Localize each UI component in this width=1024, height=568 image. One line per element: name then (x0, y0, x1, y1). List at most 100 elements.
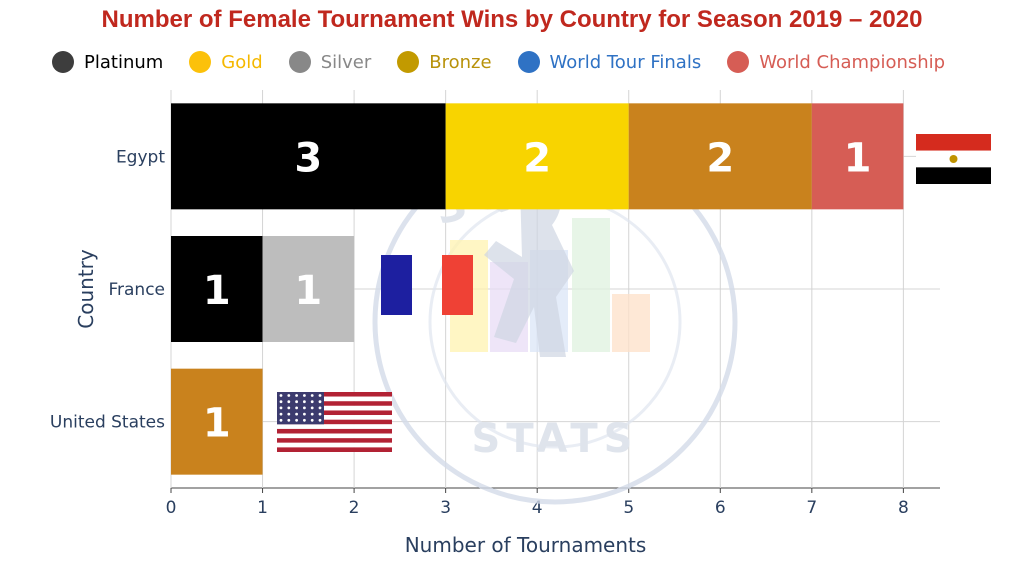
usa-flag-star (318, 406, 322, 410)
usa-flag-star (318, 412, 322, 416)
bar-value-label: 1 (203, 401, 231, 447)
usa-flag-canton (277, 392, 324, 425)
x-tick-label: 6 (715, 498, 726, 518)
bar-segment (262, 236, 355, 342)
usa-flag-star (310, 418, 314, 422)
usa-flag-star (303, 406, 306, 410)
legend-item[interactable]: Bronze (397, 51, 492, 73)
usa-flag-star (279, 400, 283, 404)
usa-flag-star (310, 394, 314, 397)
legend-marker (517, 51, 540, 73)
usa-flag-icon (277, 438, 392, 443)
usa-flag-star (310, 400, 314, 404)
france-flag-icon (381, 255, 412, 315)
usa-flag-star (310, 412, 314, 416)
usa-flag-star (295, 406, 298, 410)
france-flag-icon (442, 255, 473, 315)
usa-flag-star (279, 394, 283, 397)
usa-flag-icon (277, 433, 392, 439)
x-tick-label: 8 (898, 498, 909, 518)
legend-item[interactable]: World Tour Finals (517, 51, 702, 73)
bar-value-label: 2 (523, 135, 551, 181)
usa-flag-star (287, 412, 291, 416)
usa-flag-star (287, 418, 291, 422)
usa-flag-star (295, 412, 298, 416)
bar-segment (445, 103, 629, 210)
legend-label: Silver (320, 51, 372, 73)
legend-label: Platinum (84, 51, 164, 73)
usa-flag-star (303, 394, 306, 397)
usa-flag-icon (277, 405, 392, 411)
legend-label: World Tour Finals (549, 51, 702, 73)
usa-flag-icon (277, 447, 392, 452)
legend-item[interactable]: Platinum (52, 51, 163, 73)
usa-flag-star (303, 418, 306, 422)
y-tick-label: Egypt (116, 147, 165, 167)
usa-flag-star (318, 400, 322, 404)
usa-flag-icon (277, 428, 392, 434)
legend-item[interactable]: Gold (189, 51, 263, 73)
x-tick-label: 2 (349, 498, 360, 518)
legend-label: Bronze (429, 51, 492, 73)
usa-flag-star (287, 400, 291, 404)
egypt-flag-emblem (949, 155, 958, 163)
legend-marker (727, 51, 750, 73)
chart-title: Number of Female Tournament Wins by Coun… (101, 6, 923, 33)
usa-flag-star (295, 394, 298, 397)
bar-segment (811, 103, 904, 210)
egypt-flag-icon (916, 167, 991, 184)
usa-flag-star (303, 412, 306, 416)
usa-flag-icon (277, 442, 392, 448)
usa-flag-star (279, 418, 283, 422)
legend-label: Gold (221, 51, 263, 73)
usa-flag-icon (277, 392, 392, 397)
usa-flag-icon (277, 396, 392, 402)
legend-marker (288, 51, 311, 73)
usa-flag-icon (277, 419, 392, 425)
bar-value-label: 1 (203, 268, 231, 314)
usa-flag-star (287, 394, 291, 397)
x-tick-label: 3 (440, 498, 451, 518)
watermark-bar (572, 218, 610, 352)
x-axis-title: Number of Tournaments (405, 533, 647, 557)
usa-flag-icon (277, 410, 392, 416)
legend-item[interactable]: Silver (288, 51, 372, 73)
usa-flag-star (279, 412, 283, 416)
y-tick-label: United States (50, 413, 165, 433)
usa-flag-star (279, 406, 283, 410)
usa-flag-icon (277, 415, 392, 420)
usa-flag-star (318, 394, 322, 397)
usa-flag-icon (277, 401, 392, 406)
bar-value-label: 3 (294, 135, 322, 181)
usa-flag-star (295, 418, 298, 422)
bar-segment (171, 368, 263, 475)
legend-marker (189, 51, 212, 73)
usa-flag-star (310, 406, 314, 410)
bar-value-label: 2 (706, 135, 734, 181)
egypt-flag-icon (916, 134, 991, 151)
watermark-player-icon (484, 176, 574, 357)
x-tick-label: 4 (532, 498, 543, 518)
legend-item[interactable]: World Championship (727, 51, 945, 73)
y-axis-title: Country (74, 249, 98, 329)
usa-flag-star (295, 400, 298, 404)
y-tick-label: France (108, 280, 165, 300)
watermark-bar (612, 294, 650, 352)
x-tick-label: 0 (166, 498, 177, 518)
watermark-bottom-text: STATS (472, 416, 639, 462)
bar-segment (171, 103, 446, 210)
x-tick-label: 5 (623, 498, 634, 518)
legend-marker (52, 51, 74, 73)
usa-flag-star (303, 400, 306, 404)
bar-segment (171, 236, 263, 342)
legend-marker (397, 51, 420, 73)
bar-value-label: 1 (844, 135, 872, 181)
legend: Platinum Gold Silver Bronze World Tour Final… (52, 48, 971, 76)
x-tick-label: 1 (257, 498, 268, 518)
usa-flag-star (318, 418, 322, 422)
usa-flag-icon (277, 424, 392, 429)
legend-label: World Championship (759, 51, 946, 73)
usa-flag-star (287, 406, 291, 410)
bar-value-label: 1 (294, 268, 322, 314)
